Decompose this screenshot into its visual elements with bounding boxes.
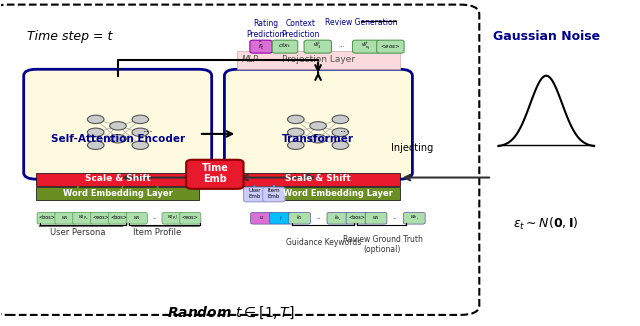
Text: User
Emb: User Emb (248, 188, 260, 199)
FancyBboxPatch shape (327, 213, 349, 224)
FancyBboxPatch shape (237, 173, 399, 185)
Text: Injecting: Injecting (391, 143, 433, 154)
Text: $ctx_t$: $ctx_t$ (278, 41, 292, 51)
FancyBboxPatch shape (180, 213, 201, 224)
FancyBboxPatch shape (275, 187, 399, 200)
FancyBboxPatch shape (37, 213, 58, 224)
Text: ...: ... (393, 215, 397, 220)
Circle shape (287, 141, 304, 149)
FancyBboxPatch shape (250, 40, 272, 53)
Text: Context
Prediction: Context Prediction (282, 19, 320, 38)
Text: <eos>: <eos> (92, 215, 109, 220)
Text: $w_1$: $w_1$ (61, 214, 69, 222)
FancyBboxPatch shape (250, 213, 272, 224)
Text: Scale & Shift: Scale & Shift (285, 174, 351, 183)
Circle shape (287, 128, 304, 137)
FancyBboxPatch shape (108, 213, 129, 224)
Text: $w_1$: $w_1$ (132, 214, 140, 222)
FancyBboxPatch shape (186, 160, 244, 189)
Text: $k_1$: $k_1$ (296, 214, 303, 222)
FancyBboxPatch shape (73, 213, 94, 224)
Circle shape (88, 115, 104, 124)
Circle shape (287, 115, 304, 124)
Text: $w_{|p_u}$: $w_{|p_u}$ (77, 214, 88, 222)
Circle shape (88, 128, 104, 137)
Text: Review Generation: Review Generation (325, 18, 397, 27)
Circle shape (332, 141, 349, 149)
Text: Item Profile: Item Profile (133, 228, 182, 237)
Text: $\hat{r}_t$: $\hat{r}_t$ (258, 40, 265, 52)
Text: Gaussian Noise: Gaussian Noise (493, 30, 600, 43)
Text: Transformer: Transformer (282, 134, 354, 144)
Text: ...: ... (339, 43, 344, 49)
Text: ...: ... (340, 124, 351, 134)
Text: Scale & Shift: Scale & Shift (85, 174, 151, 183)
Circle shape (88, 141, 104, 149)
FancyBboxPatch shape (272, 40, 298, 53)
FancyBboxPatch shape (353, 40, 380, 53)
FancyBboxPatch shape (91, 213, 111, 224)
Text: $<\!eos\!>$: $<\!eos\!>$ (380, 42, 401, 50)
FancyBboxPatch shape (365, 213, 387, 224)
FancyBboxPatch shape (403, 213, 425, 224)
Text: Rating
Prediction: Rating Prediction (246, 19, 285, 38)
FancyBboxPatch shape (36, 173, 199, 185)
Text: Projection Layer: Projection Layer (282, 55, 355, 64)
Text: $k_{n_k}$: $k_{n_k}$ (333, 213, 342, 223)
FancyBboxPatch shape (24, 69, 212, 179)
FancyBboxPatch shape (377, 40, 404, 53)
Text: $w_{n_t}$: $w_{n_t}$ (410, 214, 419, 222)
FancyBboxPatch shape (36, 187, 199, 200)
Text: <bos>: <bos> (349, 215, 365, 220)
Text: MLP: MLP (243, 55, 259, 64)
Circle shape (332, 128, 349, 137)
FancyBboxPatch shape (225, 69, 412, 179)
Text: Item
Emb: Item Emb (268, 188, 280, 199)
Text: ...: ... (316, 215, 321, 220)
Text: $\epsilon_t \sim N(\mathbf{0}, \mathbf{I})$: $\epsilon_t \sim N(\mathbf{0}, \mathbf{I… (513, 215, 579, 232)
Circle shape (310, 122, 326, 130)
Text: $\hat{w}_{n_t}^t$: $\hat{w}_{n_t}^t$ (361, 40, 371, 52)
Circle shape (132, 141, 148, 149)
FancyBboxPatch shape (262, 187, 285, 202)
FancyBboxPatch shape (126, 213, 147, 224)
FancyBboxPatch shape (0, 5, 479, 315)
FancyBboxPatch shape (269, 213, 291, 224)
FancyBboxPatch shape (55, 213, 76, 224)
Text: Word Embedding Layer: Word Embedding Layer (283, 188, 393, 198)
Text: Random $t \in [1, T]$: Random $t \in [1, T]$ (167, 304, 294, 321)
Text: <bos>: <bos> (39, 215, 56, 220)
Text: Time
Emb: Time Emb (202, 163, 228, 185)
FancyBboxPatch shape (289, 213, 310, 224)
FancyBboxPatch shape (346, 213, 368, 224)
Circle shape (132, 128, 148, 137)
FancyBboxPatch shape (162, 213, 183, 224)
Text: ...: ... (143, 124, 154, 134)
Text: <bos>: <bos> (110, 215, 127, 220)
Circle shape (310, 135, 326, 143)
Text: Self-Attention Encoder: Self-Attention Encoder (51, 134, 185, 144)
Text: $i$: $i$ (279, 214, 282, 222)
FancyBboxPatch shape (237, 52, 399, 69)
FancyBboxPatch shape (244, 187, 266, 202)
Text: $u$: $u$ (259, 215, 264, 221)
Text: $\hat{w}_1^t$: $\hat{w}_1^t$ (313, 41, 322, 51)
Text: Review Ground Truth
(optional): Review Ground Truth (optional) (342, 235, 422, 254)
FancyBboxPatch shape (304, 40, 332, 53)
Text: $w_1$: $w_1$ (372, 214, 380, 222)
Text: Word Embedding Layer: Word Embedding Layer (63, 188, 173, 198)
Text: $w_{|p_i|}$: $w_{|p_i|}$ (167, 214, 177, 222)
Text: ...: ... (152, 215, 157, 220)
Text: Guidance Keywords: Guidance Keywords (285, 238, 361, 247)
Text: Time step = t: Time step = t (27, 30, 112, 43)
Circle shape (109, 135, 126, 143)
Circle shape (332, 115, 349, 124)
Circle shape (109, 122, 126, 130)
Circle shape (132, 115, 148, 124)
Text: User Persona: User Persona (50, 228, 106, 237)
Text: <eos>: <eos> (182, 215, 198, 220)
